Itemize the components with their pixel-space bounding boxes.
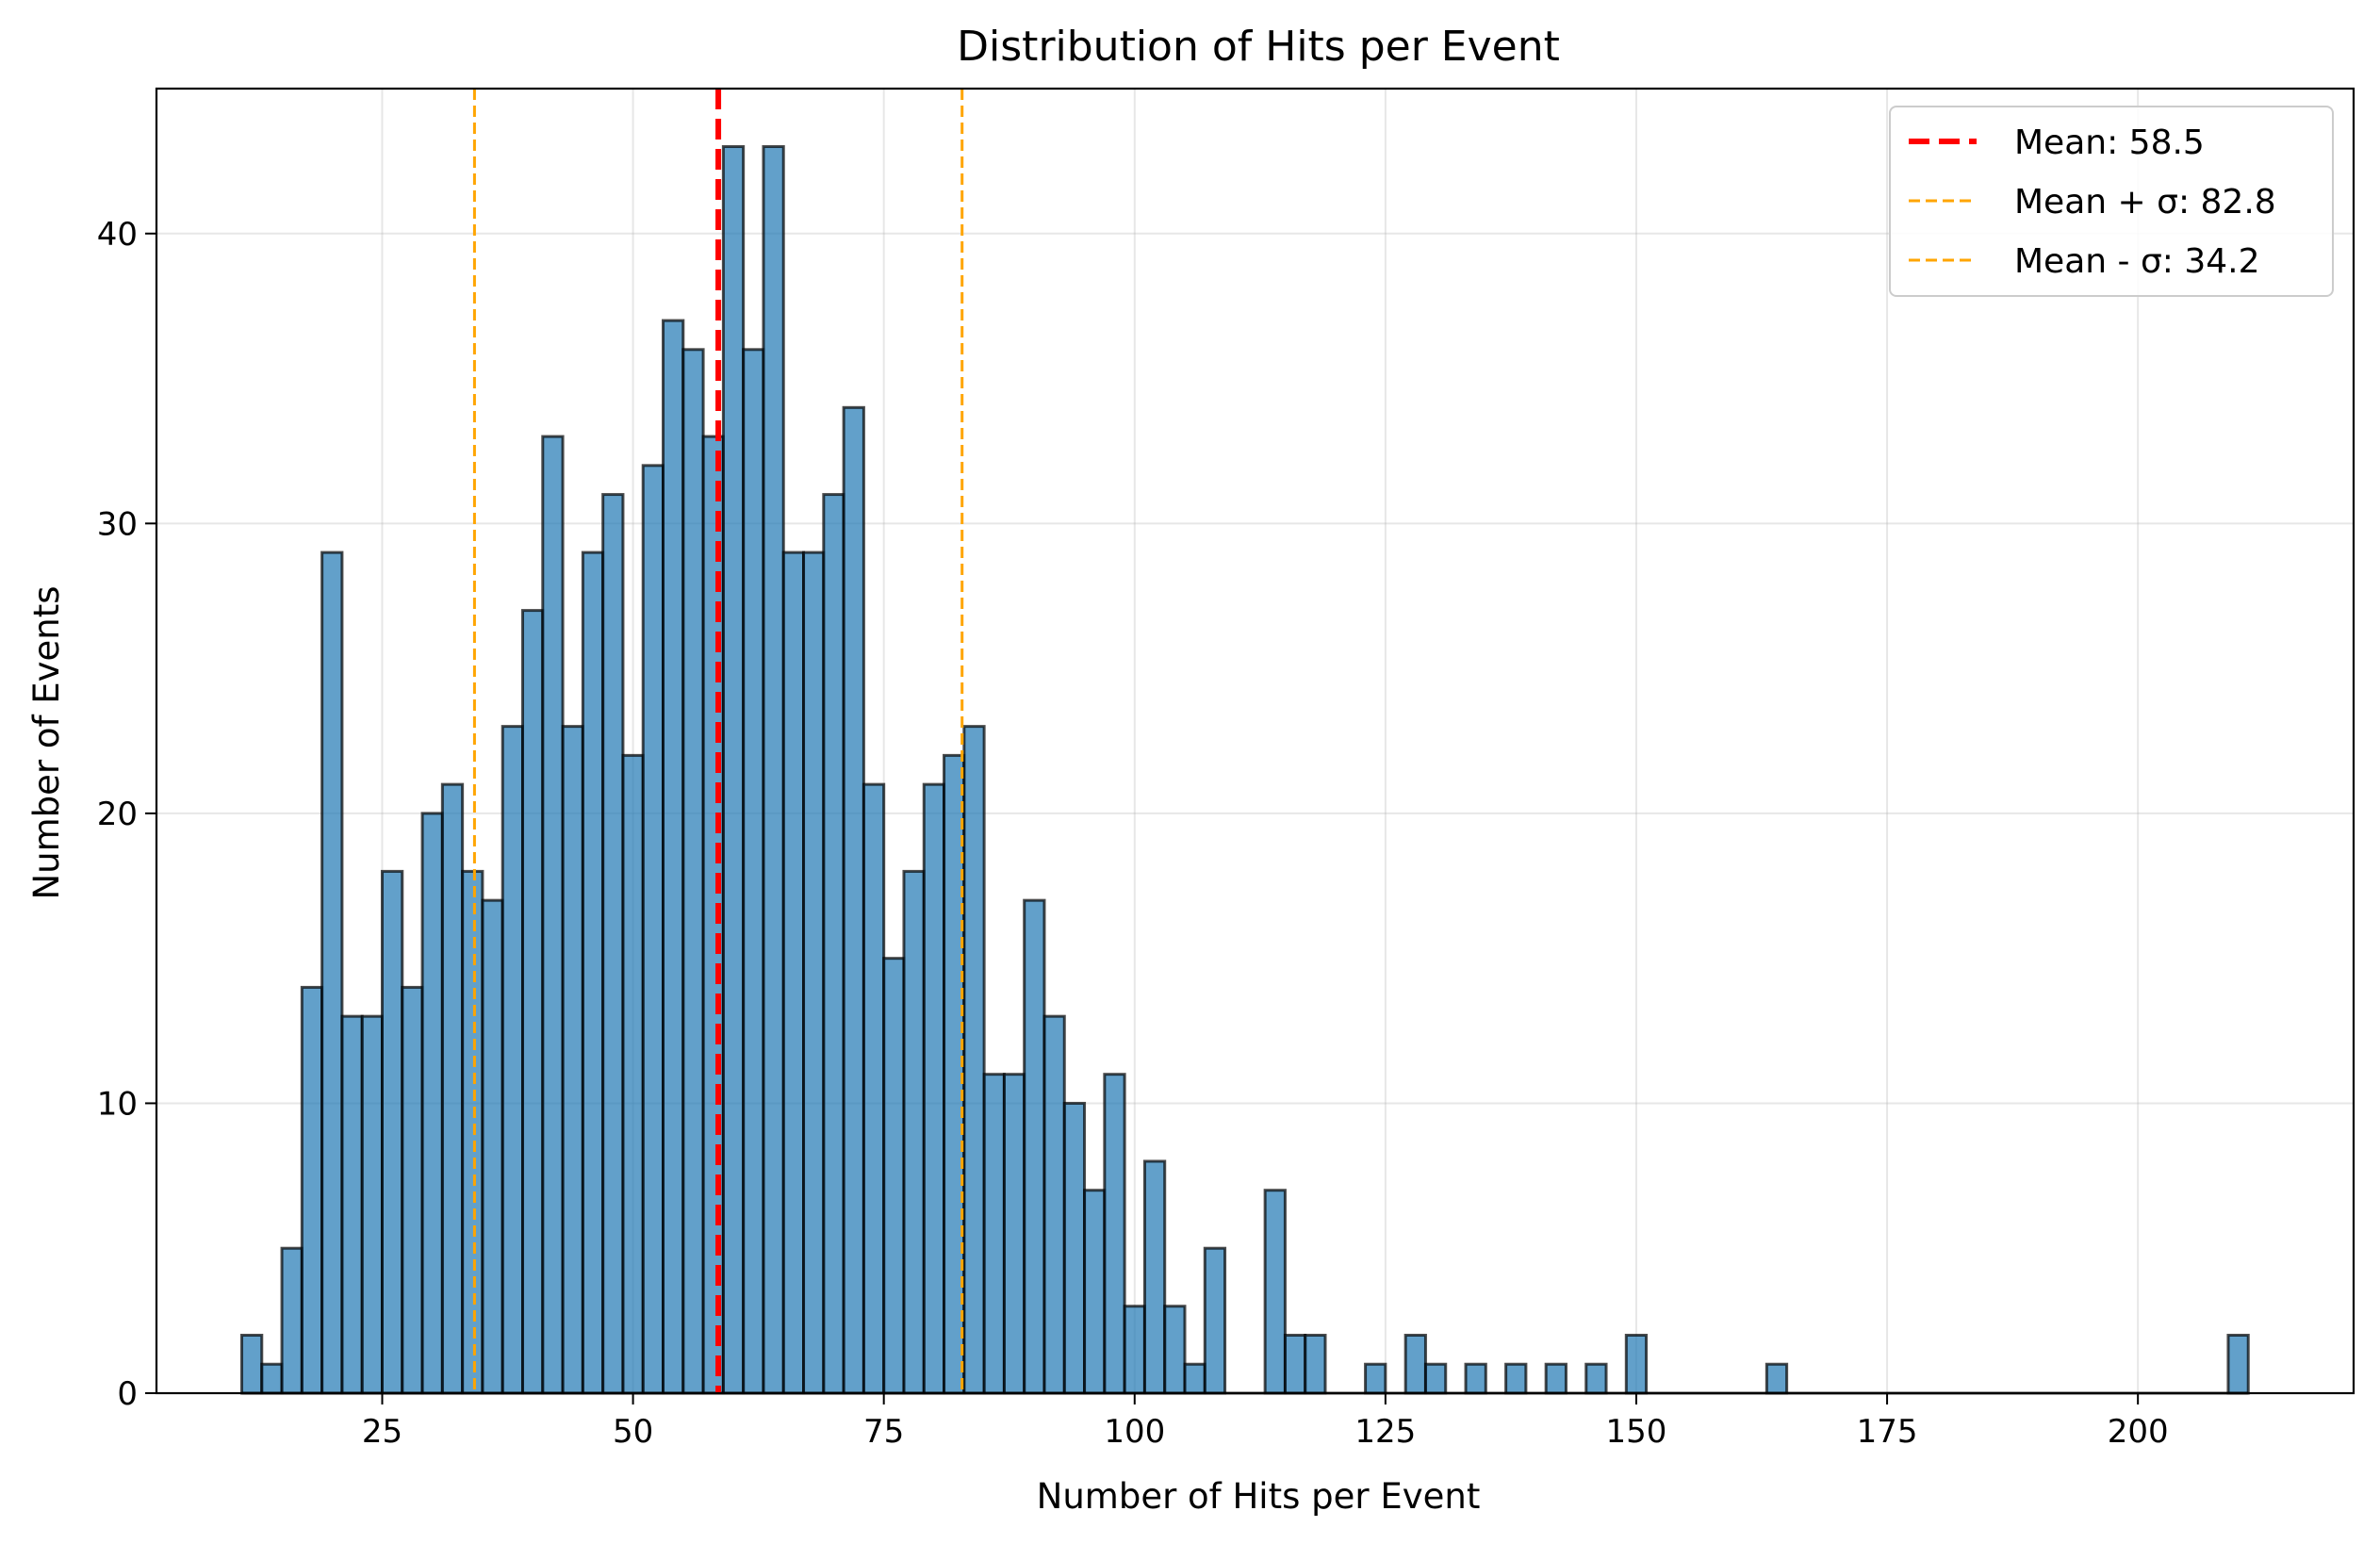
histogram-bars bbox=[239, 145, 2250, 1395]
histogram-bar bbox=[662, 319, 685, 1395]
x-axis-label: Number of Hits per Event bbox=[1037, 1476, 1481, 1517]
histogram-bar bbox=[1624, 1333, 1649, 1395]
histogram-bar bbox=[1142, 1159, 1167, 1395]
histogram-bar bbox=[601, 493, 625, 1395]
legend: Mean: 58.5 Mean + σ: 82.8 Mean - σ: 34.2 bbox=[1889, 106, 2334, 297]
histogram-bar bbox=[420, 812, 444, 1395]
histogram-bar bbox=[1364, 1362, 1387, 1395]
histogram-bar bbox=[581, 550, 605, 1395]
histogram-bar bbox=[521, 609, 545, 1395]
histogram-bar bbox=[561, 725, 584, 1395]
histogram-bar bbox=[902, 869, 926, 1395]
histogram-bar bbox=[340, 1014, 364, 1395]
histogram-bar bbox=[239, 1333, 264, 1395]
histogram-bar bbox=[1203, 1246, 1227, 1395]
histogram-bar bbox=[1304, 1333, 1327, 1395]
histogram-bar bbox=[641, 464, 665, 1395]
histogram-bar bbox=[1163, 1305, 1187, 1395]
histogram-bar bbox=[962, 725, 986, 1395]
x-tick-label: 75 bbox=[863, 1413, 904, 1451]
histogram-bar bbox=[882, 957, 906, 1395]
legend-label-mean: Mean: 58.5 bbox=[2014, 123, 2205, 162]
y-axis-ticks: 0 10 20 30 40 bbox=[97, 216, 156, 1413]
histogram-bar bbox=[721, 145, 746, 1395]
histogram-bar bbox=[1183, 1362, 1206, 1395]
histogram-bar bbox=[260, 1362, 284, 1395]
histogram-bar bbox=[1544, 1362, 1568, 1395]
histogram-bar bbox=[822, 493, 845, 1395]
histogram-bar bbox=[862, 782, 886, 1395]
histogram-bar bbox=[1002, 1073, 1026, 1395]
legend-box bbox=[1889, 106, 2334, 297]
histogram-bar bbox=[1283, 1333, 1307, 1395]
histogram-bar bbox=[481, 898, 504, 1395]
histogram-bar bbox=[1023, 898, 1046, 1395]
histogram-bar bbox=[781, 550, 806, 1395]
x-axis-ticks: 25 50 75 100 125 150 175 200 bbox=[362, 1393, 2169, 1451]
histogram-bar bbox=[922, 782, 946, 1395]
histogram-bar bbox=[1042, 1014, 1066, 1395]
reference-lines bbox=[472, 89, 964, 1393]
plot-area-frame bbox=[155, 87, 2355, 1395]
histogram-bar bbox=[802, 550, 826, 1395]
histogram-bar bbox=[1123, 1305, 1146, 1395]
histogram-bar bbox=[621, 753, 645, 1395]
histogram-bar bbox=[762, 145, 785, 1395]
histogram-bar bbox=[982, 1073, 1006, 1395]
y-axis-label: Number of Events bbox=[26, 585, 67, 899]
histogram-bar bbox=[360, 1014, 384, 1395]
histogram-bar bbox=[1062, 1101, 1087, 1395]
histogram-bar bbox=[1584, 1362, 1608, 1395]
histogram-bar bbox=[1403, 1333, 1427, 1395]
x-tick-label: 125 bbox=[1354, 1413, 1416, 1451]
x-tick-label: 200 bbox=[2108, 1413, 2169, 1451]
histogram-bar bbox=[380, 869, 404, 1395]
chart-title: Distribution of Hits per Event bbox=[957, 23, 1560, 71]
y-tick-label: 0 bbox=[117, 1375, 138, 1413]
x-tick-label: 175 bbox=[1857, 1413, 1918, 1451]
histogram-bar bbox=[541, 435, 565, 1395]
histogram-bar bbox=[1464, 1362, 1487, 1395]
histogram-bar bbox=[681, 348, 705, 1395]
histogram-bar bbox=[401, 985, 424, 1395]
legend-label-plus-sigma: Mean + σ: 82.8 bbox=[2014, 183, 2276, 222]
histogram-bar bbox=[2226, 1333, 2250, 1395]
histogram-bar bbox=[1423, 1362, 1448, 1395]
histogram-bar bbox=[440, 782, 465, 1395]
histogram-bar bbox=[1764, 1362, 1789, 1395]
histogram-bar bbox=[1504, 1362, 1528, 1395]
histogram-bar bbox=[280, 1246, 304, 1395]
y-tick-label: 20 bbox=[97, 796, 138, 833]
histogram-bar bbox=[1263, 1189, 1287, 1395]
histogram-bar bbox=[300, 985, 324, 1395]
histogram-bar bbox=[1103, 1073, 1126, 1395]
histogram-bar bbox=[461, 869, 484, 1395]
y-tick-label: 40 bbox=[97, 216, 138, 254]
histogram-bar bbox=[501, 725, 525, 1395]
histogram-bar bbox=[842, 405, 865, 1395]
x-tick-label: 50 bbox=[613, 1413, 653, 1451]
histogram-bar bbox=[320, 550, 344, 1395]
histogram-bar bbox=[742, 348, 765, 1395]
legend-label-minus-sigma: Mean - σ: 34.2 bbox=[2014, 242, 2260, 281]
y-tick-label: 30 bbox=[97, 505, 138, 543]
y-tick-label: 10 bbox=[97, 1085, 138, 1123]
x-tick-label: 25 bbox=[362, 1413, 402, 1451]
x-tick-label: 150 bbox=[1606, 1413, 1667, 1451]
x-tick-label: 100 bbox=[1104, 1413, 1165, 1451]
histogram-bar bbox=[1083, 1189, 1107, 1395]
